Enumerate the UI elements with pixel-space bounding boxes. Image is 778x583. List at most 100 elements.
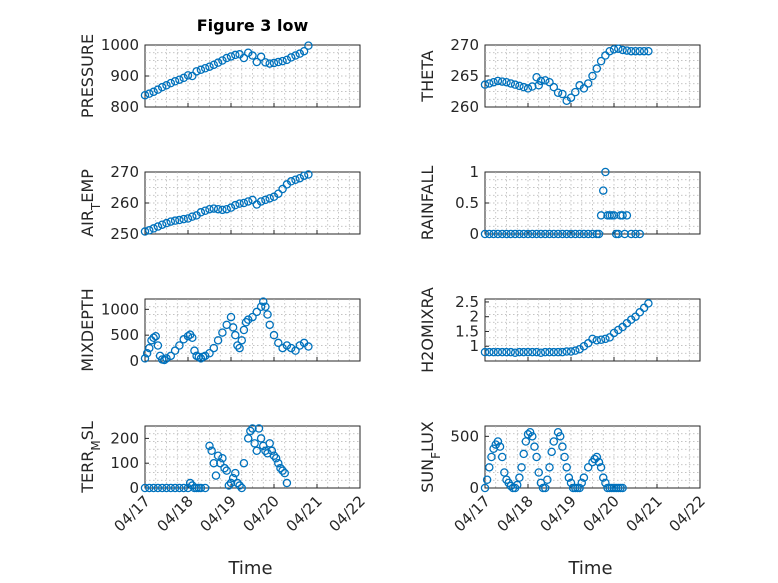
data-point <box>261 446 270 456</box>
y-axis-label: PRESSURE <box>78 34 97 118</box>
data-point <box>188 71 197 81</box>
data-point <box>261 302 270 311</box>
data-point <box>192 67 201 76</box>
data-point <box>149 224 158 233</box>
data-point <box>274 458 283 468</box>
y-tick-label: 0 <box>469 225 479 243</box>
data-point <box>213 451 223 461</box>
data-point <box>618 211 627 220</box>
data-point <box>145 483 154 493</box>
data-point <box>239 458 249 468</box>
x-tick-label: 04/21 <box>283 492 326 535</box>
data-point <box>601 167 610 177</box>
data-point <box>246 426 255 436</box>
axes-box <box>484 44 701 108</box>
data-point <box>243 197 253 206</box>
y-tick-label: 250 <box>110 225 139 243</box>
data-point <box>222 53 231 63</box>
data-point <box>485 463 494 472</box>
data-point <box>145 343 154 353</box>
data-point <box>269 330 279 340</box>
y-tick-label: 800 <box>110 98 139 116</box>
data-point <box>222 466 231 475</box>
y-axis-label: THETA <box>418 50 437 102</box>
data-point <box>196 483 206 493</box>
data-point <box>183 214 193 223</box>
data-point <box>523 84 533 93</box>
data-point <box>515 229 524 239</box>
data-point <box>149 87 158 97</box>
data-point <box>166 217 176 226</box>
data-point <box>235 343 244 353</box>
data-point <box>506 79 516 88</box>
data-point <box>265 320 274 330</box>
data-point <box>620 229 630 239</box>
data-point <box>261 195 270 205</box>
axes-box <box>144 425 361 489</box>
data-point <box>226 312 236 322</box>
data-point <box>614 229 623 239</box>
axes-box <box>144 298 361 362</box>
data-point <box>489 347 498 357</box>
data-point <box>231 330 240 340</box>
data-point <box>594 457 604 467</box>
data-point <box>179 73 188 83</box>
y-tick-label: 0 <box>129 352 139 370</box>
data-point <box>179 214 188 224</box>
data-point <box>278 343 287 353</box>
data-point <box>213 204 223 214</box>
data-point <box>566 229 576 239</box>
data-point <box>243 48 253 58</box>
data-point <box>553 88 563 97</box>
data-point <box>149 333 158 342</box>
data-point <box>558 347 567 357</box>
data-point <box>566 347 576 356</box>
y-tick-label: 260 <box>450 98 479 116</box>
data-point <box>166 351 176 361</box>
data-point <box>599 473 608 482</box>
data-point <box>510 80 520 89</box>
data-point <box>480 229 490 239</box>
data-point <box>304 41 313 50</box>
data-point <box>482 475 492 484</box>
data-point <box>228 473 238 483</box>
y-tick-label: 900 <box>110 67 139 85</box>
y-tick-label: 100 <box>110 454 139 472</box>
data-point <box>532 347 541 357</box>
data-point <box>540 483 550 493</box>
data-point <box>162 81 171 90</box>
data-point <box>291 175 300 184</box>
data-point <box>560 452 569 462</box>
data-point <box>553 347 563 357</box>
data-point <box>562 463 571 472</box>
data-point <box>545 347 554 357</box>
data-point <box>594 229 604 239</box>
data-point <box>543 475 552 484</box>
data-point <box>545 463 554 472</box>
data-point <box>596 211 606 220</box>
data-point <box>218 205 227 215</box>
data-point <box>254 424 264 433</box>
y-tick-label: 500 <box>110 326 139 344</box>
data-point <box>222 204 231 214</box>
data-point <box>166 78 176 88</box>
data-point <box>291 51 300 60</box>
data-point <box>248 312 257 322</box>
data-point <box>571 87 580 97</box>
data-point <box>157 483 167 493</box>
data-point <box>605 333 614 342</box>
data-point <box>185 478 195 488</box>
data-point <box>583 463 593 472</box>
data-point <box>205 348 214 358</box>
data-point <box>282 478 292 488</box>
data-point <box>497 347 507 357</box>
data-point <box>269 58 279 68</box>
data-point <box>515 347 524 357</box>
x-tick-label: 04/18 <box>154 492 197 535</box>
data-point <box>493 76 503 86</box>
data-point <box>592 452 602 462</box>
data-point <box>263 310 272 319</box>
data-point <box>631 229 640 239</box>
data-point <box>295 49 305 58</box>
